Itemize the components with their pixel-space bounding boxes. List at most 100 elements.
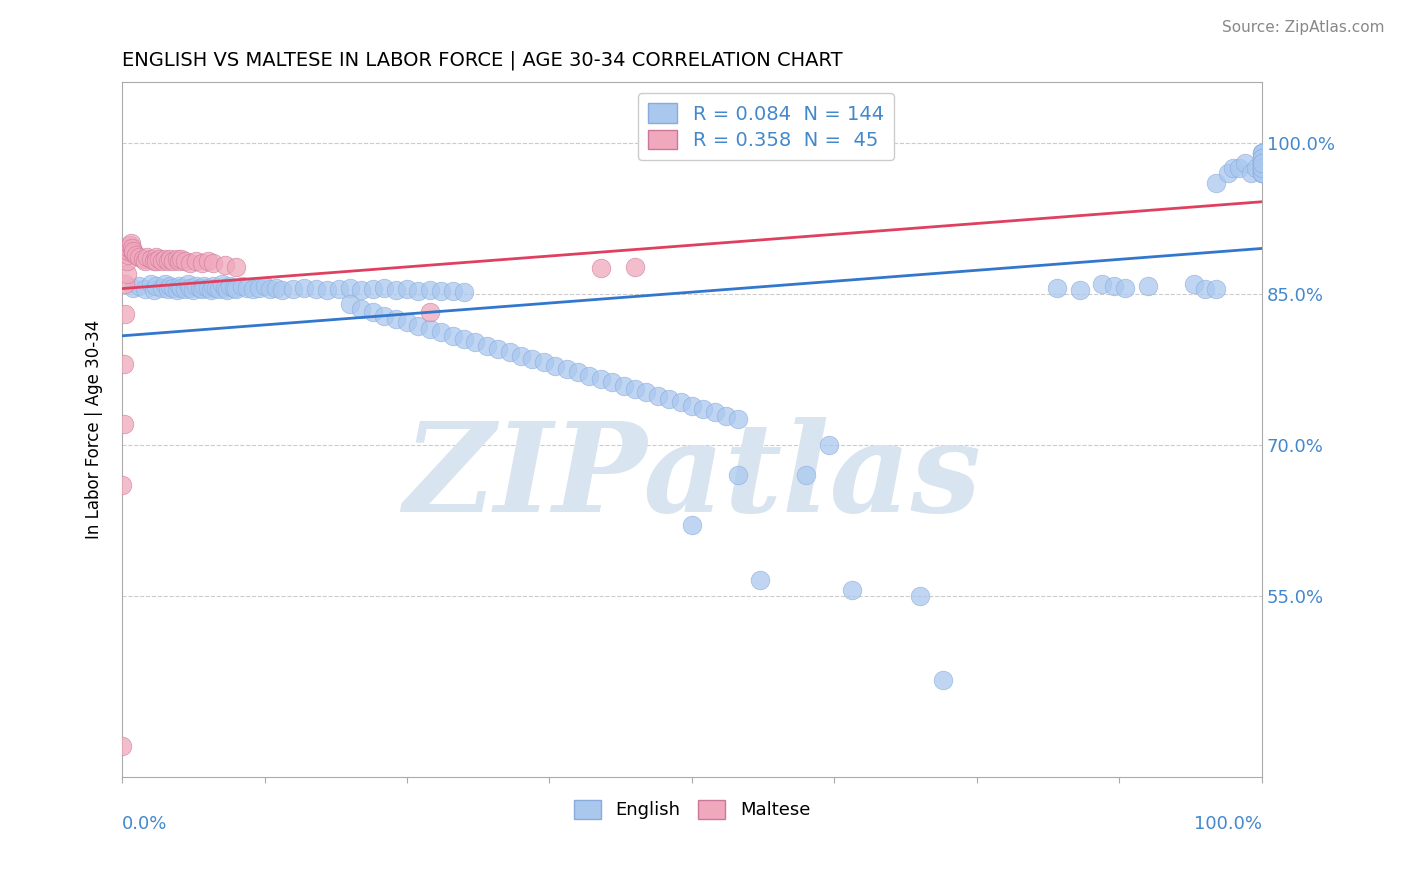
Point xyxy=(145,251,167,265)
Point xyxy=(1251,145,1274,160)
Point xyxy=(613,379,636,393)
Point xyxy=(214,280,236,294)
Point xyxy=(419,283,441,297)
Point xyxy=(408,318,430,333)
Point xyxy=(522,352,544,367)
Point xyxy=(1251,145,1274,160)
Point xyxy=(339,280,361,294)
Point xyxy=(1251,166,1274,180)
Point xyxy=(1239,166,1261,180)
Point xyxy=(1046,280,1069,294)
Point xyxy=(1251,156,1274,170)
Point xyxy=(589,372,612,386)
Point xyxy=(231,278,253,293)
Text: 0.0%: 0.0% xyxy=(122,814,167,833)
Point xyxy=(692,402,714,417)
Point xyxy=(636,385,658,400)
Legend: English, Maltese: English, Maltese xyxy=(567,793,817,827)
Point xyxy=(122,280,145,294)
Point xyxy=(1251,151,1274,165)
Point xyxy=(441,284,464,298)
Point xyxy=(177,277,200,291)
Point xyxy=(143,254,166,268)
Point xyxy=(181,283,204,297)
Point xyxy=(464,334,486,349)
Point xyxy=(236,280,259,294)
Point xyxy=(115,267,138,281)
Point xyxy=(162,280,184,294)
Point xyxy=(555,362,578,376)
Point xyxy=(225,282,247,296)
Point xyxy=(408,284,430,298)
Point xyxy=(150,254,173,268)
Point xyxy=(453,285,475,299)
Point xyxy=(128,251,150,265)
Point xyxy=(111,739,134,754)
Point xyxy=(339,296,361,310)
Point xyxy=(131,252,153,267)
Point xyxy=(193,278,215,293)
Point xyxy=(186,278,208,293)
Point xyxy=(600,375,623,389)
Point xyxy=(162,254,184,268)
Point xyxy=(395,315,418,329)
Point xyxy=(114,307,136,321)
Point xyxy=(170,252,193,267)
Point xyxy=(624,382,647,396)
Point xyxy=(647,389,669,403)
Point xyxy=(328,282,350,296)
Point xyxy=(247,280,270,294)
Point xyxy=(361,305,384,319)
Point xyxy=(259,282,281,296)
Point xyxy=(188,280,211,294)
Point xyxy=(112,357,135,371)
Point xyxy=(1222,161,1244,175)
Point xyxy=(475,339,498,353)
Point xyxy=(1251,156,1274,170)
Text: ZIPatlas: ZIPatlas xyxy=(404,417,981,539)
Point xyxy=(118,241,141,255)
Point xyxy=(134,282,156,296)
Point xyxy=(150,280,173,294)
Point xyxy=(122,244,145,259)
Point xyxy=(134,254,156,268)
Point xyxy=(430,284,453,298)
Point xyxy=(1216,166,1239,180)
Point xyxy=(578,369,600,384)
Point xyxy=(1194,282,1216,296)
Point xyxy=(148,252,170,267)
Point xyxy=(145,278,167,293)
Point xyxy=(167,278,190,293)
Point xyxy=(361,282,384,296)
Point xyxy=(932,673,955,687)
Point xyxy=(211,277,233,291)
Point xyxy=(159,278,181,293)
Point xyxy=(208,282,231,296)
Point xyxy=(1205,282,1227,296)
Point xyxy=(350,283,373,297)
Point xyxy=(1233,156,1256,170)
Point xyxy=(156,282,179,296)
Point xyxy=(202,256,225,270)
Point xyxy=(166,283,188,297)
Point xyxy=(294,280,316,294)
Point xyxy=(166,252,188,267)
Point xyxy=(589,261,612,276)
Point xyxy=(145,254,167,268)
Point xyxy=(1205,176,1227,190)
Point xyxy=(264,280,287,294)
Point xyxy=(111,478,134,492)
Point xyxy=(156,254,179,268)
Point xyxy=(1136,278,1159,293)
Point xyxy=(1251,161,1274,175)
Point xyxy=(1251,161,1274,175)
Point xyxy=(117,244,139,259)
Point xyxy=(173,254,195,268)
Point xyxy=(253,278,276,293)
Point xyxy=(1251,166,1274,180)
Point xyxy=(1251,161,1274,175)
Point xyxy=(214,259,236,273)
Point xyxy=(155,277,177,291)
Point xyxy=(817,437,839,451)
Point xyxy=(136,251,159,265)
